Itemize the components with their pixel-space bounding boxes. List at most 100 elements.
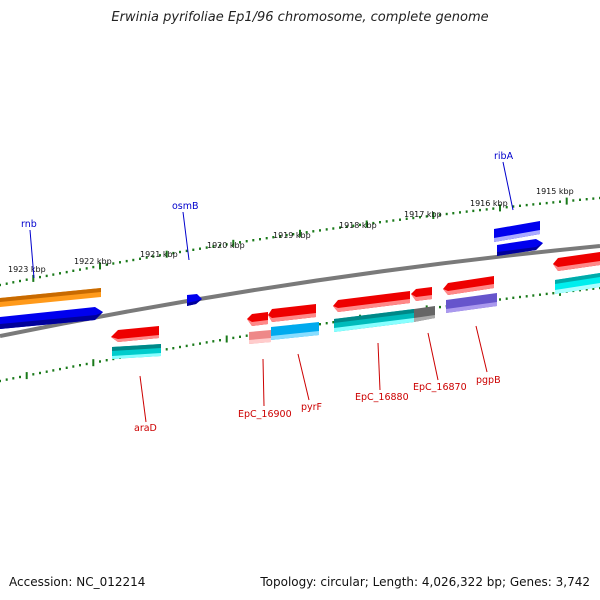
outer-minor-tick (585, 198, 588, 201)
outer-major-tick (99, 262, 101, 270)
gene-ribA-upper[interactable] (494, 221, 540, 242)
label-leader-lines (29, 161, 514, 423)
outer-minor-tick (0, 283, 1, 287)
forward-gene-track (0, 221, 543, 329)
inner-minor-tick (192, 343, 195, 346)
inner-minor-tick (592, 287, 595, 290)
outer-minor-tick (512, 205, 515, 208)
inner-minor-tick (179, 345, 181, 349)
outer-minor-tick (92, 265, 95, 269)
inner-minor-tick (32, 373, 35, 376)
outer-minor-tick (5, 282, 8, 285)
outer-minor-tick (332, 227, 335, 230)
leader-araD (139, 375, 147, 423)
gene-label-ribA[interactable]: ribA (494, 151, 514, 162)
inner-minor-tick (205, 341, 208, 344)
outer-major-tick (432, 212, 435, 219)
inner-major-tick (92, 359, 95, 367)
kbp-label-1917: 1917 kbp (404, 210, 442, 219)
outer-minor-tick (592, 197, 595, 200)
outer-major-tick (365, 220, 368, 228)
inner-minor-tick (112, 357, 115, 361)
gene-edge-cyan[interactable] (555, 273, 600, 294)
outer-minor-tick (312, 230, 315, 233)
outer-minor-tick (125, 259, 128, 263)
outer-minor-tick (465, 210, 468, 213)
inner-minor-tick (512, 296, 515, 299)
outer-major-tick (165, 250, 168, 258)
outer-minor-tick (45, 274, 48, 278)
inner-minor-tick (85, 362, 88, 366)
gene-osmB[interactable] (187, 294, 202, 306)
gene-pyrF-sky[interactable] (271, 322, 319, 340)
inner-minor-tick (212, 340, 215, 343)
outer-tick-track (0, 196, 600, 287)
gene-pyrF-red[interactable] (268, 304, 316, 322)
gene-EpC_16870-gray[interactable] (414, 306, 435, 322)
outer-minor-tick (265, 237, 268, 240)
inner-minor-tick (99, 360, 101, 363)
gene-araD-cyan[interactable] (112, 344, 161, 359)
outer-major-tick (232, 239, 235, 247)
outer-minor-tick (225, 243, 228, 246)
gene-EpC_16870-red[interactable] (411, 287, 432, 301)
gene-label-EpC_16870[interactable]: EpC_16870 (413, 382, 467, 393)
gene-pgpB-red[interactable] (443, 276, 494, 295)
gene-EpC_16900-pink[interactable] (249, 330, 271, 344)
kbp-label-1916: 1916 kbp (470, 199, 508, 208)
outer-major-tick (32, 274, 35, 282)
inner-minor-tick (239, 335, 241, 338)
leader-pyrF (297, 353, 310, 401)
outer-minor-tick (425, 215, 428, 218)
outer-minor-tick (392, 219, 395, 222)
gene-ribA-lower[interactable] (497, 239, 543, 256)
gene-label-pyrF[interactable]: pyrF (301, 402, 322, 413)
gene-EpC_16880-cyan[interactable] (334, 309, 414, 332)
gene-edge-red[interactable] (553, 252, 600, 271)
gene-pgpB-purple[interactable] (446, 293, 497, 313)
gene-rnb-blue[interactable] (0, 307, 103, 329)
outer-minor-tick (19, 279, 21, 283)
kbp-label-1921: 1921 kbp (140, 250, 178, 259)
outer-minor-tick (525, 203, 528, 207)
outer-minor-tick (132, 258, 135, 262)
reverse-gene-track (111, 252, 600, 359)
inner-minor-tick (72, 365, 75, 368)
inner-minor-tick (545, 292, 548, 296)
outer-minor-tick (339, 226, 341, 229)
outer-minor-tick (452, 212, 455, 215)
outer-minor-tick (152, 255, 155, 258)
outer-minor-tick (405, 217, 408, 220)
inner-minor-tick (0, 379, 1, 383)
gene-EpC_16900-red[interactable] (247, 312, 268, 326)
inner-minor-tick (232, 336, 235, 340)
outer-minor-tick (352, 224, 355, 227)
gene-label-osmB[interactable]: osmB (172, 201, 199, 212)
gene-label-EpC_16900[interactable]: EpC_16900 (238, 409, 292, 420)
outer-minor-tick (345, 225, 348, 228)
outer-minor-tick (59, 272, 61, 275)
outer-minor-tick (472, 209, 475, 213)
inner-minor-tick (12, 377, 15, 380)
gene-label-pgpB[interactable]: pgpB (476, 375, 501, 386)
kbp-label-1922: 1922 kbp (74, 257, 112, 266)
outer-minor-tick (172, 251, 175, 255)
inner-minor-tick (552, 292, 555, 295)
gene-label-rnb[interactable]: rnb (21, 219, 37, 230)
outer-minor-tick (285, 234, 288, 237)
inner-minor-tick (325, 322, 328, 325)
inner-minor-tick (332, 321, 335, 324)
outer-minor-tick (179, 250, 181, 254)
gene-label-araD[interactable]: araD (134, 423, 157, 434)
gene-araD-red[interactable] (111, 326, 159, 342)
inner-minor-tick (172, 347, 175, 350)
inner-minor-tick (199, 342, 201, 345)
inner-minor-tick (19, 375, 21, 379)
inner-minor-tick (505, 297, 508, 300)
outer-minor-tick (192, 248, 195, 251)
gene-label-EpC_16880[interactable]: EpC_16880 (355, 392, 409, 403)
page-title: Erwinia pyrifoliae Ep1/96 chromosome, co… (111, 10, 489, 25)
gene-EpC_16880-red[interactable] (333, 291, 410, 312)
gene-rnb-orange[interactable] (0, 288, 101, 307)
